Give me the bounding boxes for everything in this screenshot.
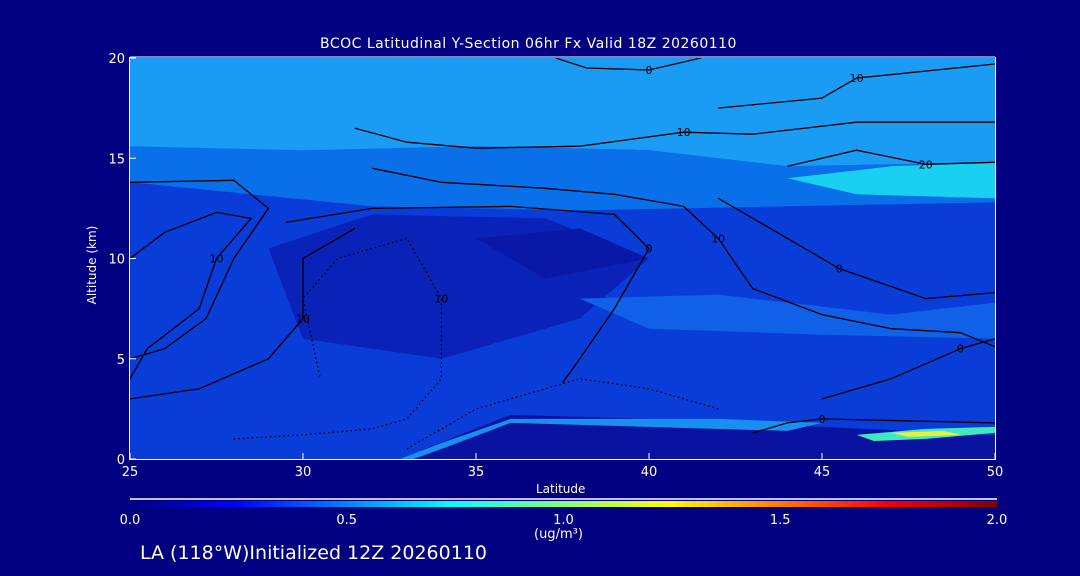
contour-label: 10 <box>210 253 224 266</box>
contour-label: 10 <box>677 126 691 139</box>
x-tick-label: 25 <box>122 465 139 480</box>
axes: 25 30 35 40 45 50 0 5 10 15 20 <box>108 52 1003 480</box>
contour-label: 10 <box>850 72 864 85</box>
fill-region <box>579 294 995 339</box>
x-tick-label: 45 <box>814 465 831 480</box>
contour-label: 10 <box>434 293 448 306</box>
x-axis-label: Latitude <box>536 482 586 496</box>
contour-line <box>787 149 995 167</box>
contour-line <box>752 418 995 434</box>
fill-region <box>787 162 995 199</box>
contour-line <box>130 179 270 360</box>
contour-label: 0 <box>646 242 653 255</box>
contour-label: 10 <box>711 232 725 245</box>
y-tick-label: 0 <box>117 453 125 468</box>
fill-region <box>130 58 995 167</box>
filled-contours <box>130 58 995 459</box>
fill-region <box>476 228 649 279</box>
colorbar-tick-label: 0.5 <box>336 513 357 528</box>
fill-region <box>130 146 995 211</box>
colorbar-tick-label: 1.0 <box>553 513 574 528</box>
contour-line <box>555 58 702 71</box>
x-tick-label: 40 <box>641 465 658 480</box>
contour-line <box>717 197 995 300</box>
contour-line <box>372 167 995 348</box>
colorbar-units: (ug/m³) <box>534 527 583 542</box>
contour-line <box>718 63 995 109</box>
contour-line <box>821 338 995 400</box>
contour-label: 0 <box>646 64 653 77</box>
colorbar <box>130 501 997 507</box>
y-axis-label: Altitude (km) <box>85 225 99 305</box>
contour-label: 0 <box>819 413 826 426</box>
contour-label: 0 <box>957 343 964 356</box>
fill-region <box>399 418 822 459</box>
colorbar-ticks: 0.0 0.5 1.0 1.5 2.0 <box>120 513 1008 528</box>
dotted-contour-line <box>233 237 443 440</box>
x-tick-label: 50 <box>987 465 1004 480</box>
contour-lines: 0 10 10 20 10 0 10 10 0 0 0 10 <box>130 58 995 450</box>
y-tick-label: 10 <box>108 253 125 268</box>
fill-region <box>406 414 995 459</box>
x-tick-label: 35 <box>468 465 485 480</box>
contour-label: 10 <box>296 313 310 326</box>
contour-label: 0 <box>836 263 843 276</box>
fill-region <box>891 430 961 437</box>
contour-label: 20 <box>919 158 933 171</box>
contour-line <box>354 121 995 149</box>
y-tick-label: 15 <box>108 152 125 167</box>
contour-line <box>130 211 253 380</box>
colorbar-tick-label: 1.5 <box>770 513 791 528</box>
contour-line <box>130 227 356 400</box>
x-tick-label: 30 <box>295 465 312 480</box>
colorbar-tick-label: 2.0 <box>987 513 1008 528</box>
chart-title: BCOC Latitudinal Y-Section 06hr Fx Valid… <box>320 36 737 52</box>
colorbar-tick-label: 0.0 <box>120 513 141 528</box>
footer-caption: LA (118°W)Initialized 12Z 20260110 <box>140 542 487 564</box>
y-tick-label: 5 <box>117 353 125 368</box>
y-tick-label: 20 <box>108 52 125 67</box>
contour-line <box>285 205 650 384</box>
